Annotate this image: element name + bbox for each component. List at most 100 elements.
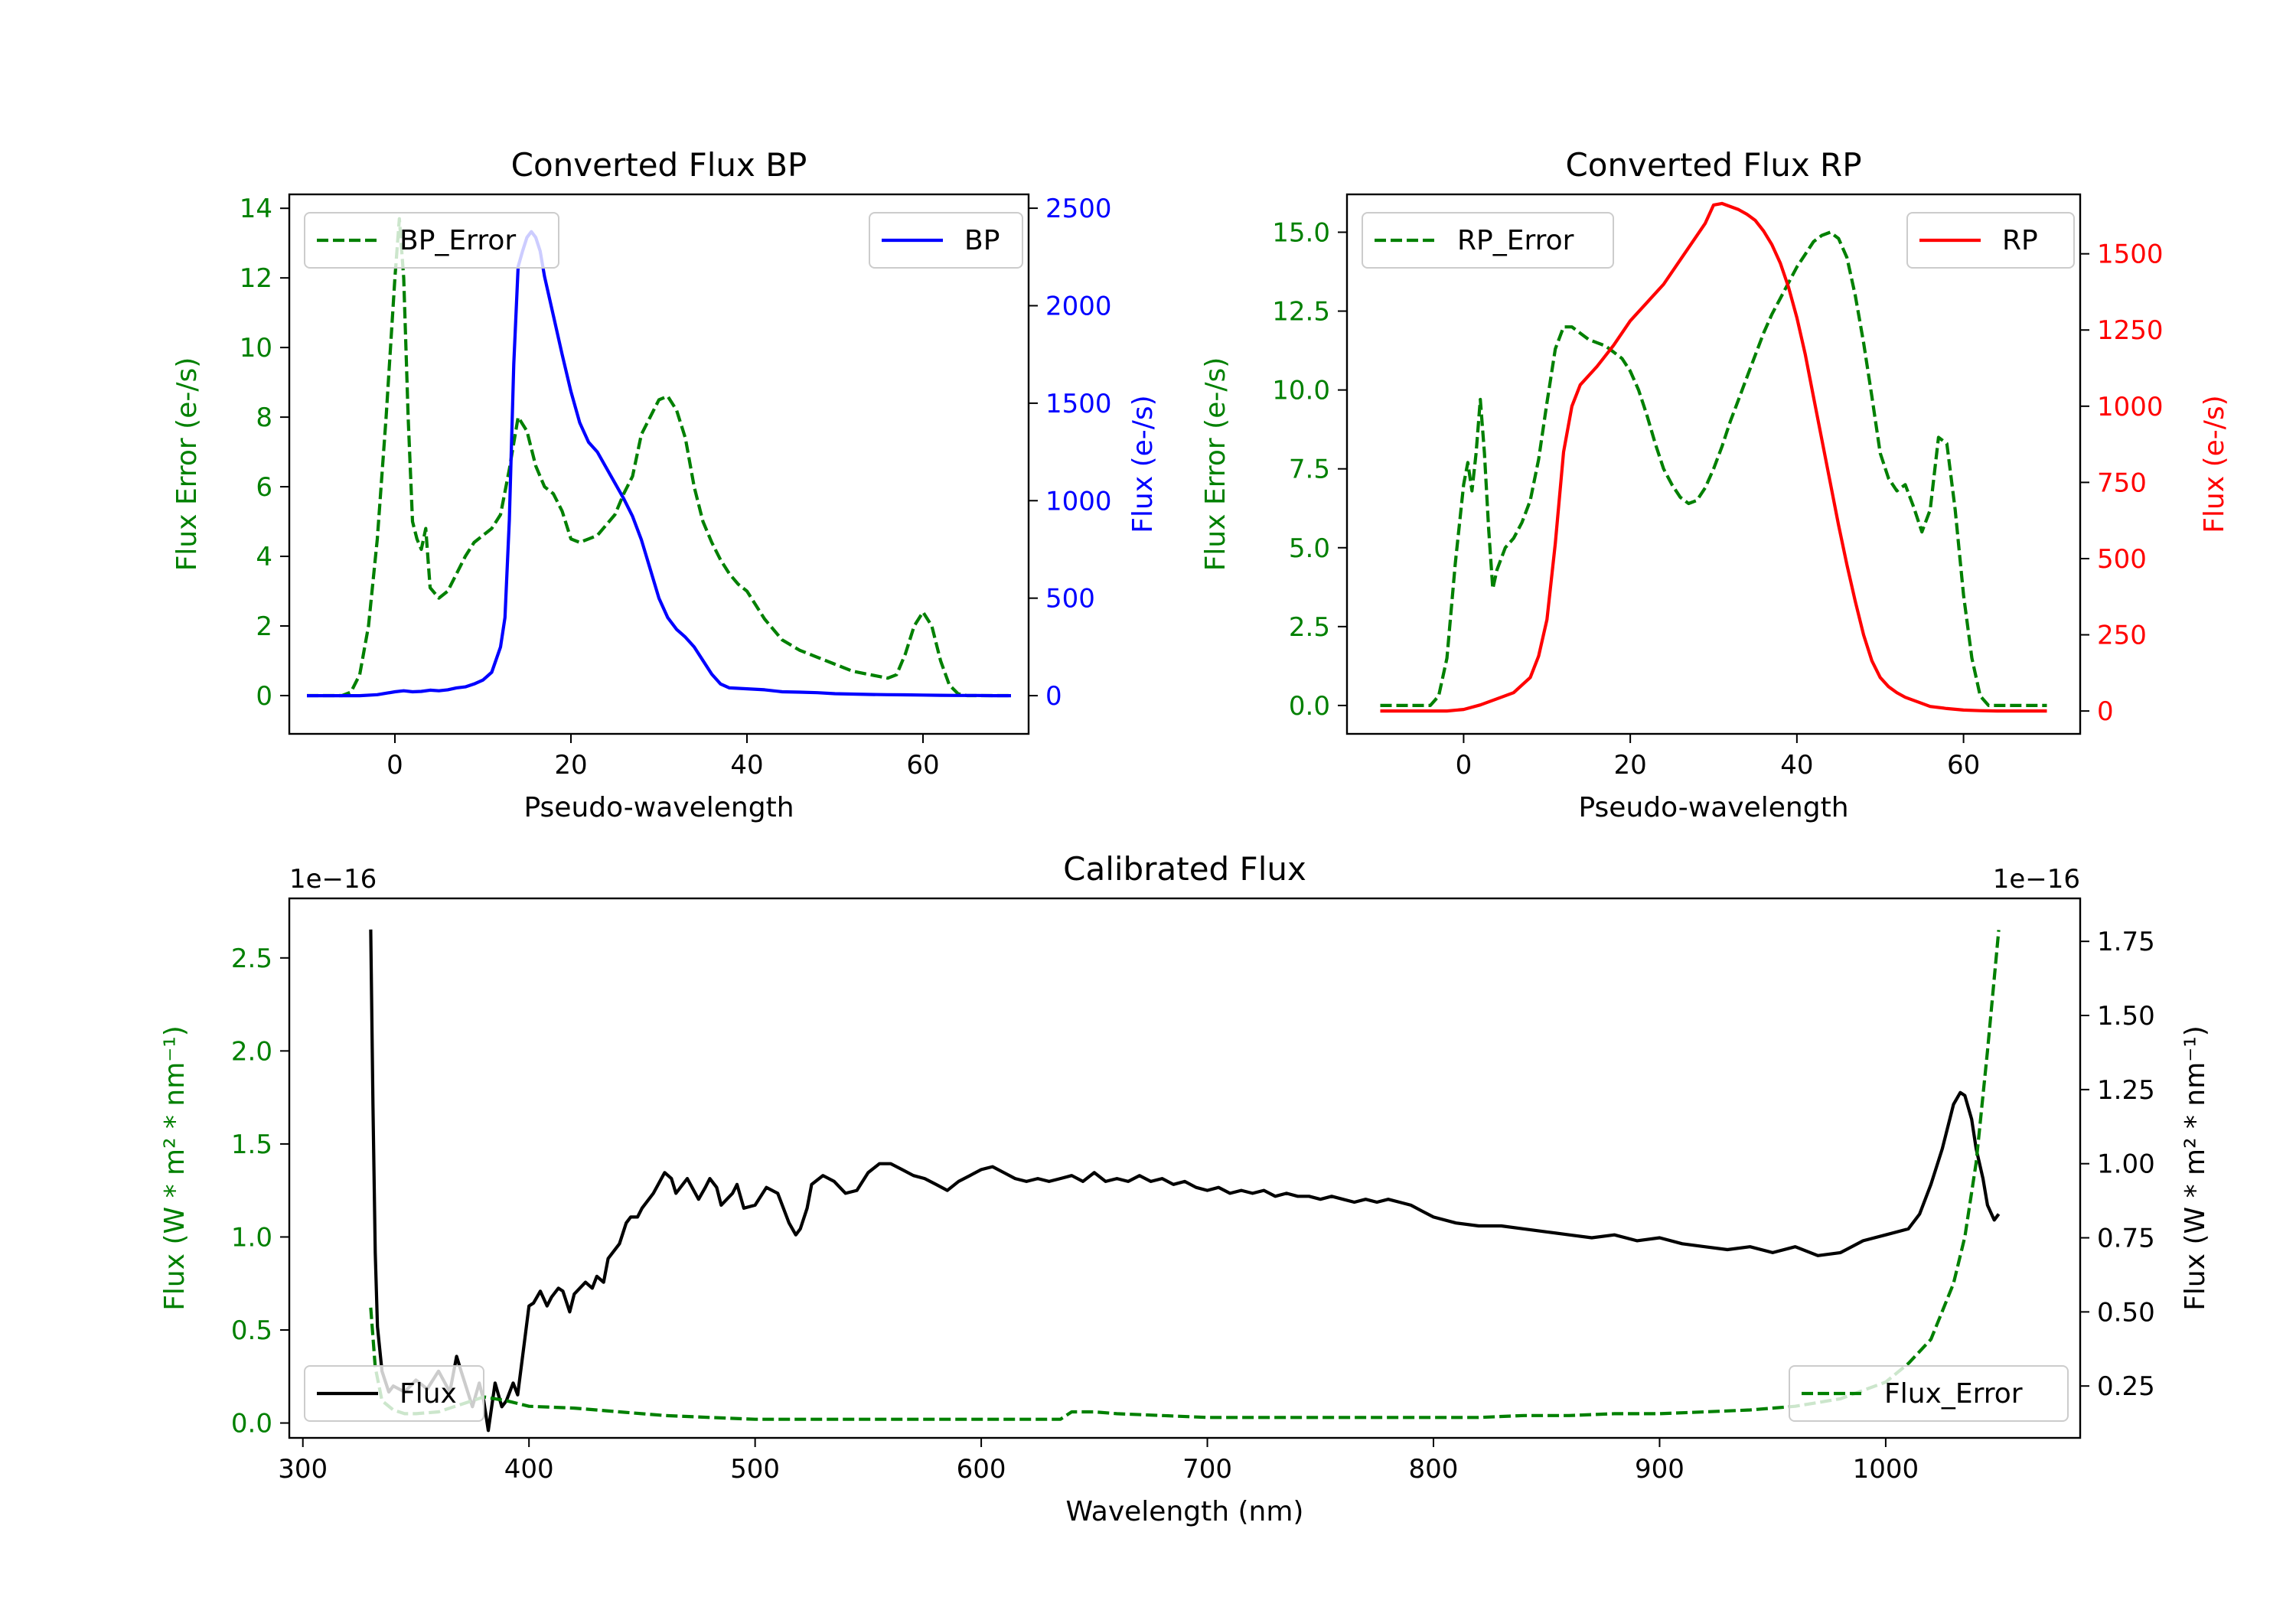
series-line-rp-error — [1380, 230, 2047, 707]
y-left-tick-label: 0 — [256, 681, 272, 712]
legend-label: Flux — [400, 1378, 457, 1410]
plot-frame — [288, 897, 2082, 1439]
y-left-tick-label: 1.5 — [231, 1129, 272, 1160]
x-axis-label: Pseudo-wavelength — [1578, 792, 1848, 823]
y-right-tick-label: 1.25 — [2097, 1075, 2155, 1106]
y-left-tick-label: 15.0 — [1272, 217, 1330, 248]
chart-title: Converted Flux RP — [1565, 146, 1861, 184]
x-tick-label: 300 — [278, 1454, 328, 1485]
y-left-tick-label: 12 — [240, 263, 272, 294]
x-tick-label: 60 — [906, 750, 939, 781]
plot-frame — [288, 193, 1030, 735]
y-left-tick-label: 0.0 — [1289, 691, 1330, 722]
legend-bp: BP — [869, 212, 1023, 269]
y-right-tick-label: 2000 — [1045, 291, 1112, 321]
legend-label: BP — [964, 225, 1000, 256]
x-tick-label: 40 — [730, 750, 763, 781]
y-left-tick-label: 12.5 — [1272, 297, 1330, 328]
y-right-tick-label: 0 — [1045, 681, 1062, 712]
y-right-tick-label: 0.50 — [2097, 1297, 2155, 1328]
y-right-tick-label: 250 — [2097, 621, 2147, 651]
series-line-bp-error — [307, 217, 1011, 698]
y-right-tick-label: 0 — [2097, 696, 2114, 727]
series-line-bp — [307, 230, 1011, 698]
y-right-tick-label: 1000 — [1045, 486, 1112, 517]
x-tick-label: 20 — [554, 750, 587, 781]
y-left-tick-label: 2.5 — [231, 944, 272, 974]
plot-frame — [1345, 193, 2082, 735]
legend-flux-error: Flux_Error — [1789, 1365, 2069, 1422]
x-tick-label: 1000 — [1853, 1454, 1919, 1485]
y-right-tick-label: 0.25 — [2097, 1371, 2155, 1402]
y-right-tick-label: 1.50 — [2097, 1001, 2155, 1032]
y-left-tick-label: 6 — [256, 472, 272, 503]
y-left-axis-label: Flux Error (e-/s) — [1200, 357, 1231, 572]
y-left-tick-label: 1.0 — [231, 1222, 272, 1253]
y-left-offset-label: 1e−16 — [289, 864, 377, 895]
y-right-tick-label: 1500 — [1045, 389, 1112, 419]
series-line-flux-error — [369, 930, 2001, 1421]
y-right-axis-label: Flux (e-/s) — [2199, 395, 2230, 533]
y-right-tick-label: 500 — [1045, 584, 1095, 614]
y-right-tick-label: 2500 — [1045, 194, 1112, 224]
x-tick-label: 60 — [1947, 750, 1980, 781]
y-left-tick-label: 5.0 — [1289, 533, 1330, 564]
legend-rp: RP — [1906, 212, 2075, 269]
y-right-tick-label: 500 — [2097, 544, 2147, 575]
y-right-tick-label: 750 — [2097, 468, 2147, 498]
y-left-tick-label: 0.5 — [231, 1315, 272, 1346]
y-right-offset-label: 1e−16 — [1993, 864, 2080, 895]
y-left-tick-label: 7.5 — [1289, 455, 1330, 485]
chart-panel-2: 0 20 40 60 0.0 2.5 5.0 7.5 10.0 12.5 15.0 0 250 500 75… — [1200, 146, 2230, 823]
y-left-tick-label: 10.0 — [1272, 376, 1330, 406]
y-left-tick-label: 2 — [256, 611, 272, 642]
y-right-axis-label: Flux (e-/s) — [1127, 395, 1159, 533]
x-tick-label: 800 — [1409, 1454, 1459, 1485]
y-right-tick-label: 1000 — [2097, 392, 2164, 422]
series-line-flux — [369, 929, 2001, 1433]
legend-label: Flux_Error — [1884, 1378, 2023, 1410]
chart-panel-3: 300 400 500 600 700 800 900 1000 0.0 0.5 1.0 1.5 2.0… — [159, 850, 2211, 1527]
legend-box — [1789, 1365, 2069, 1422]
y-left-tick-label: 14 — [240, 194, 272, 224]
y-left-tick-label: 2.5 — [1289, 612, 1330, 643]
chart-panel-1: 0 20 40 60 0 2 4 6 8 10 12 14 0 500 1000 1500 2000 2500 Co… — [171, 146, 1159, 823]
y-left-axis-label: Flux (W * m² * nm⁻¹) — [159, 1025, 191, 1311]
x-tick-label: 0 — [386, 750, 403, 781]
legend-box — [304, 1365, 484, 1422]
legend-flux: Flux — [304, 1365, 484, 1422]
series-line-rp — [1380, 201, 2047, 713]
y-left-tick-label: 2.0 — [231, 1036, 272, 1067]
y-left-tick-label: 10 — [240, 333, 272, 363]
x-tick-label: 700 — [1182, 1454, 1232, 1485]
y-right-tick-label: 1500 — [2097, 240, 2164, 270]
legend-box — [1362, 212, 1614, 269]
legend-label: RP — [2002, 225, 2038, 256]
x-tick-label: 400 — [504, 1454, 554, 1485]
y-left-tick-label: 8 — [256, 403, 272, 433]
y-left-tick-label: 0.0 — [231, 1409, 272, 1439]
y-right-axis-label: Flux (W * m² * nm⁻¹) — [2180, 1025, 2211, 1311]
y-right-tick-label: 1250 — [2097, 315, 2164, 346]
x-tick-label: 0 — [1456, 750, 1473, 781]
x-axis-label: Pseudo-wavelength — [523, 792, 794, 823]
x-tick-label: 600 — [957, 1454, 1006, 1485]
x-tick-label: 20 — [1614, 750, 1647, 781]
chart-title: Converted Flux BP — [511, 146, 807, 184]
x-tick-label: 500 — [730, 1454, 780, 1485]
legend-box — [869, 212, 1023, 269]
x-tick-label: 900 — [1635, 1454, 1684, 1485]
chart-title: Calibrated Flux — [1063, 850, 1306, 888]
x-tick-label: 40 — [1780, 750, 1813, 781]
y-right-tick-label: 1.75 — [2097, 927, 2155, 957]
y-right-tick-label: 0.75 — [2097, 1224, 2155, 1254]
y-left-axis-label: Flux Error (e-/s) — [171, 357, 203, 572]
legend-bp-error: BP_Error — [304, 212, 559, 269]
legend-label: BP_Error — [400, 225, 516, 256]
legend-box — [304, 212, 559, 269]
legend-box — [1906, 212, 2075, 269]
y-right-tick-label: 1.00 — [2097, 1149, 2155, 1180]
x-axis-label: Wavelength (nm) — [1066, 1496, 1304, 1527]
legend-rp-error: RP_Error — [1362, 212, 1614, 269]
